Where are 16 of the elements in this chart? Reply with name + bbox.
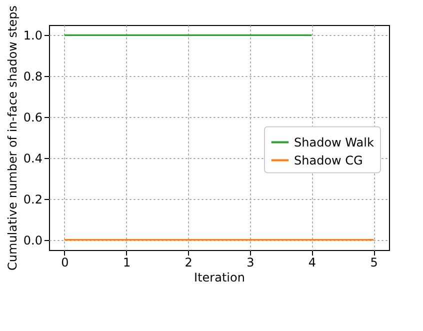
y-axis-title: Cumulative number of in-face shadow steps [5, 6, 20, 270]
legend-label: Shadow CG [294, 153, 363, 168]
y-tick-label: 0.6 [23, 110, 42, 125]
x-axis-title: Iteration [194, 270, 245, 284]
y-tick-label: 0.8 [23, 70, 42, 84]
x-tick-label: 0 [61, 256, 69, 270]
y-tick-label: 0.0 [23, 233, 42, 248]
y-tick-label: 0.2 [23, 192, 42, 206]
x-tick-label: 3 [246, 256, 254, 270]
x-tick-label: 4 [308, 256, 316, 270]
x-tick-label: 2 [184, 256, 192, 270]
x-tick-label: 1 [122, 256, 131, 270]
x-tick-label: 5 [370, 256, 378, 270]
y-tick-label: 0.4 [23, 151, 42, 166]
y-tick-label: 1.0 [23, 28, 42, 43]
legend-label: Shadow Walk [294, 135, 374, 150]
